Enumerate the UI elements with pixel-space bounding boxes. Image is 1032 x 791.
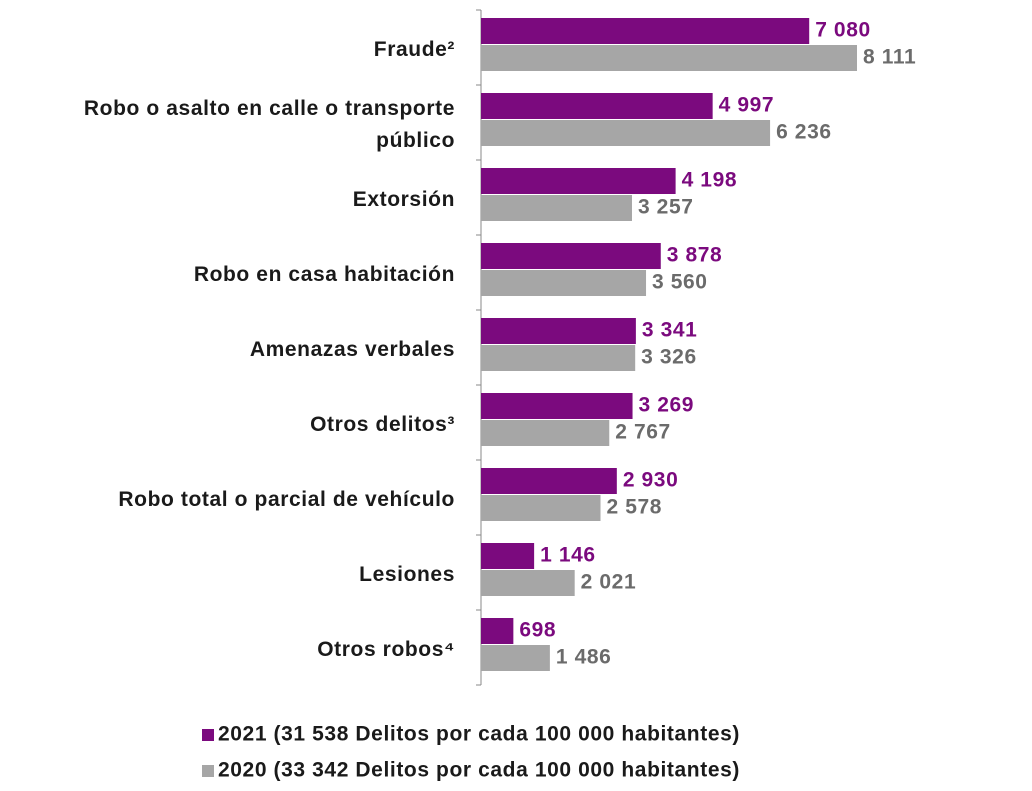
legend-label: 2020 (33 342 Delitos por cada 100 000 ha… [218,759,740,782]
bar [481,345,636,371]
value-label: 4 198 [682,169,738,192]
bar [481,18,810,44]
value-label: 698 [519,619,556,642]
value-label: 3 326 [641,346,697,369]
category-label: Extorsión [352,187,455,211]
bar [481,45,857,71]
bar [481,543,535,569]
bar [481,93,713,119]
bar [481,618,514,644]
value-label: 2 767 [615,421,671,444]
category-label: Robo o asalto en calle o transporte públ… [83,96,455,152]
value-label: 1 146 [540,544,596,567]
value-label: 7 080 [815,19,871,42]
legend-swatch [202,765,214,777]
bar [481,468,617,494]
value-label: 3 257 [638,196,694,219]
value-label: 2 930 [623,469,679,492]
category-label: Otros delitos³ [310,412,455,436]
category-label: Amenazas verbales [249,337,455,361]
bar [481,120,771,146]
value-label: 1 486 [556,646,612,669]
bar [481,168,676,194]
bar [481,645,550,671]
category-label: Robo en casa habitación [193,262,455,286]
category-label: Otros robos⁴ [317,637,455,661]
value-label: 4 997 [719,94,775,117]
bar [481,243,661,269]
category-label: Lesiones [359,562,455,586]
value-label: 3 341 [642,319,698,342]
value-label: 3 560 [652,271,708,294]
value-label: 2 578 [607,496,663,519]
legend-label: 2021 (31 538 Delitos por cada 100 000 ha… [218,723,740,746]
bar [481,420,610,446]
category-label: Fraude² [373,37,455,61]
bar [481,570,575,596]
value-label: 2 021 [581,571,637,594]
bar [481,318,636,344]
value-label: 6 236 [776,121,832,144]
bar [481,495,601,521]
bar [481,393,633,419]
value-label: 3 269 [639,394,695,417]
category-label: Robo total o parcial de vehículo [118,487,455,511]
bar [481,270,647,296]
bar [481,195,632,221]
legend-swatch [202,729,214,741]
value-label: 3 878 [667,244,723,267]
value-label: 8 111 [863,46,916,69]
